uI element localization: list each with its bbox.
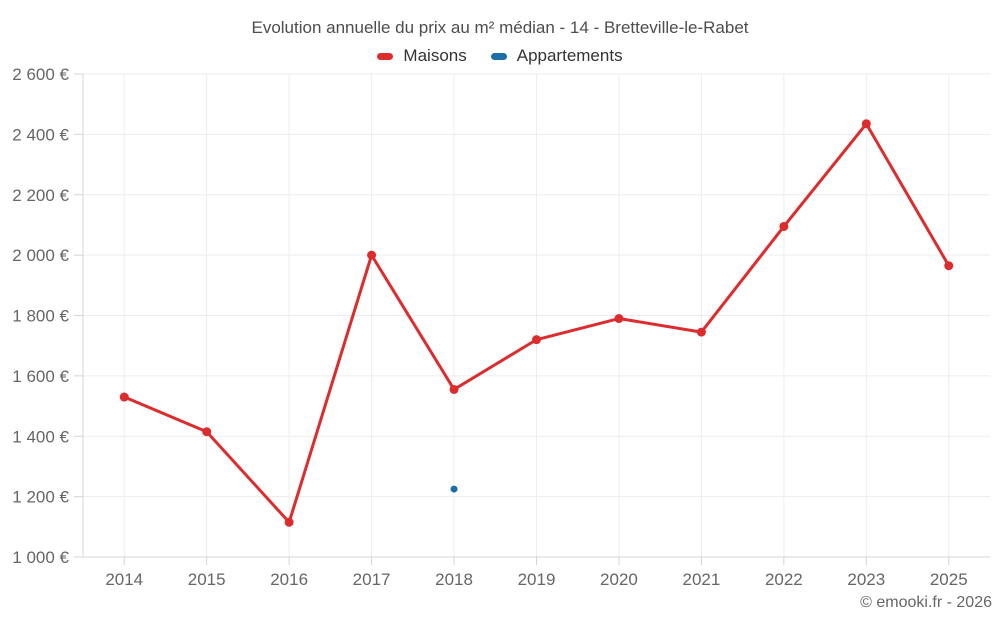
- maisons-data-point[interactable]: [367, 250, 377, 260]
- maisons-data-point[interactable]: [532, 335, 541, 345]
- maisons-data-point[interactable]: [614, 314, 624, 324]
- chart-legend: Maisons Appartements: [0, 46, 1000, 66]
- x-axis-label: 2018: [435, 570, 473, 589]
- legend-item-maisons[interactable]: Maisons: [377, 46, 467, 66]
- y-axis-label: 2 200 €: [12, 186, 69, 205]
- copyright-watermark: © emooki.fr - 2026: [860, 594, 992, 611]
- y-axis-label: 2 000 €: [12, 246, 69, 265]
- maisons-data-point[interactable]: [779, 221, 789, 231]
- x-axis-label: 2015: [188, 570, 226, 589]
- y-axis-label: 2 400 €: [12, 125, 69, 144]
- legend-label-appartements: Appartements: [516, 46, 623, 65]
- y-axis-label: 1 400 €: [12, 427, 69, 446]
- maisons-series-marker-icon: [377, 52, 394, 60]
- y-axis-label: 1 200 €: [12, 488, 69, 507]
- x-axis-label: 2020: [600, 570, 638, 589]
- x-axis-label: 2016: [270, 570, 308, 589]
- maisons-data-point[interactable]: [944, 261, 954, 271]
- x-axis-label: 2021: [682, 570, 720, 589]
- appartements-data-point[interactable]: [450, 485, 458, 493]
- y-axis-label: 1 600 €: [12, 367, 69, 386]
- y-axis-label: 1 000 €: [12, 548, 69, 567]
- maisons-data-point[interactable]: [119, 392, 129, 402]
- y-axis-label: 1 800 €: [12, 307, 69, 326]
- x-axis-label: 2019: [518, 570, 556, 589]
- maisons-data-point[interactable]: [449, 384, 459, 394]
- chart-title: Evolution annuelle du prix au m² médian …: [251, 18, 749, 37]
- x-axis-label: 2014: [105, 570, 143, 589]
- maisons-data-point[interactable]: [861, 119, 871, 129]
- x-axis-label: 2023: [847, 570, 885, 589]
- y-axis-label: 2 600 €: [12, 65, 69, 84]
- legend-item-appartements[interactable]: Appartements: [490, 46, 623, 66]
- x-axis-label: 2022: [765, 570, 803, 589]
- maisons-data-point[interactable]: [284, 517, 294, 527]
- maisons-data-point[interactable]: [202, 427, 212, 437]
- appartements-series-marker-icon: [490, 52, 507, 60]
- x-axis-label: 2017: [353, 570, 391, 589]
- legend-label-maisons: Maisons: [403, 46, 467, 65]
- maisons-data-point[interactable]: [696, 327, 706, 337]
- x-axis-label: 2025: [930, 570, 968, 589]
